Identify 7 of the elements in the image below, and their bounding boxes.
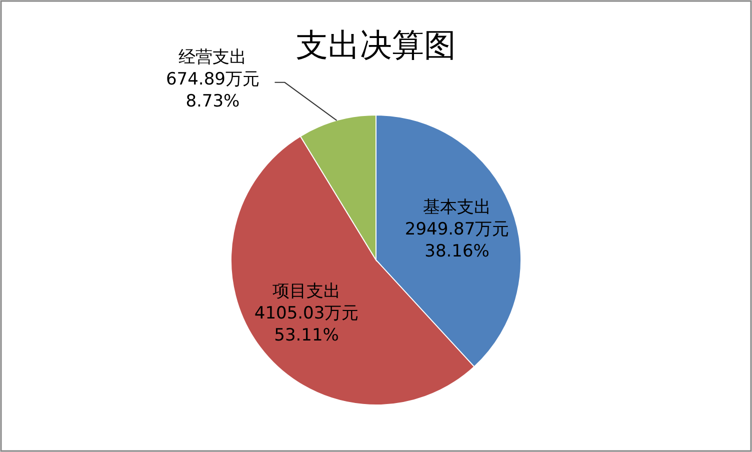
slice-label: 项目支出 <box>272 281 341 302</box>
chart-title: 支出决算图 <box>296 26 456 64</box>
data-label: 674.89万元 8.73% <box>166 69 260 112</box>
data-label: 4105.03万元 53.11% <box>254 303 359 346</box>
slice-label: 基本支出 <box>423 197 492 218</box>
data-label: 2949.87万元 38.16% <box>404 219 510 262</box>
slice-label: 经营支出 <box>178 47 247 68</box>
